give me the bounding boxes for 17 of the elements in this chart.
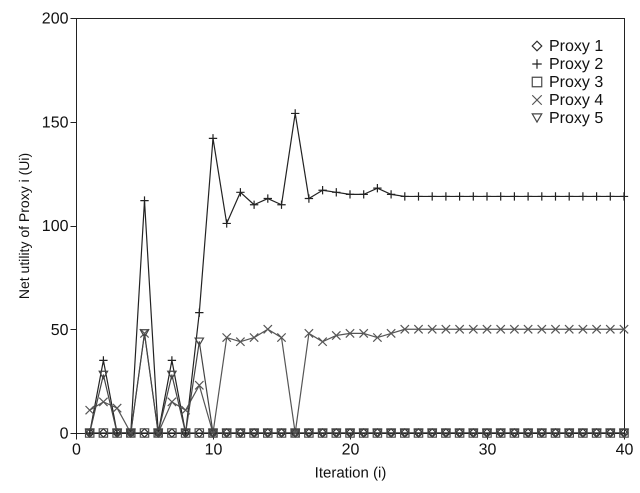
y-tick-label: 100 xyxy=(42,218,69,235)
legend-label: Proxy 4 xyxy=(549,92,604,109)
x-tick-label: 0 xyxy=(72,442,82,458)
y-tick-label: 150 xyxy=(42,114,69,132)
y-tick-label: 50 xyxy=(50,322,69,339)
x-tick-label: 30 xyxy=(478,442,496,458)
x-axis-title: Iteration (i) xyxy=(314,464,386,482)
x-tick-label: 40 xyxy=(616,442,634,458)
legend-label: Proxy 1 xyxy=(549,38,604,55)
y-tick-label: 0 xyxy=(60,426,69,442)
x-tick-label: 20 xyxy=(342,442,360,458)
legend-label: Proxy 5 xyxy=(549,110,604,127)
y-axis-title: Net utility of Proxy i (Ui) xyxy=(16,152,32,300)
x-tick-label: 10 xyxy=(204,442,222,458)
legend-label: Proxy 3 xyxy=(549,74,604,91)
y-tick-label: 200 xyxy=(42,10,69,28)
legend-label: Proxy 2 xyxy=(549,56,604,73)
